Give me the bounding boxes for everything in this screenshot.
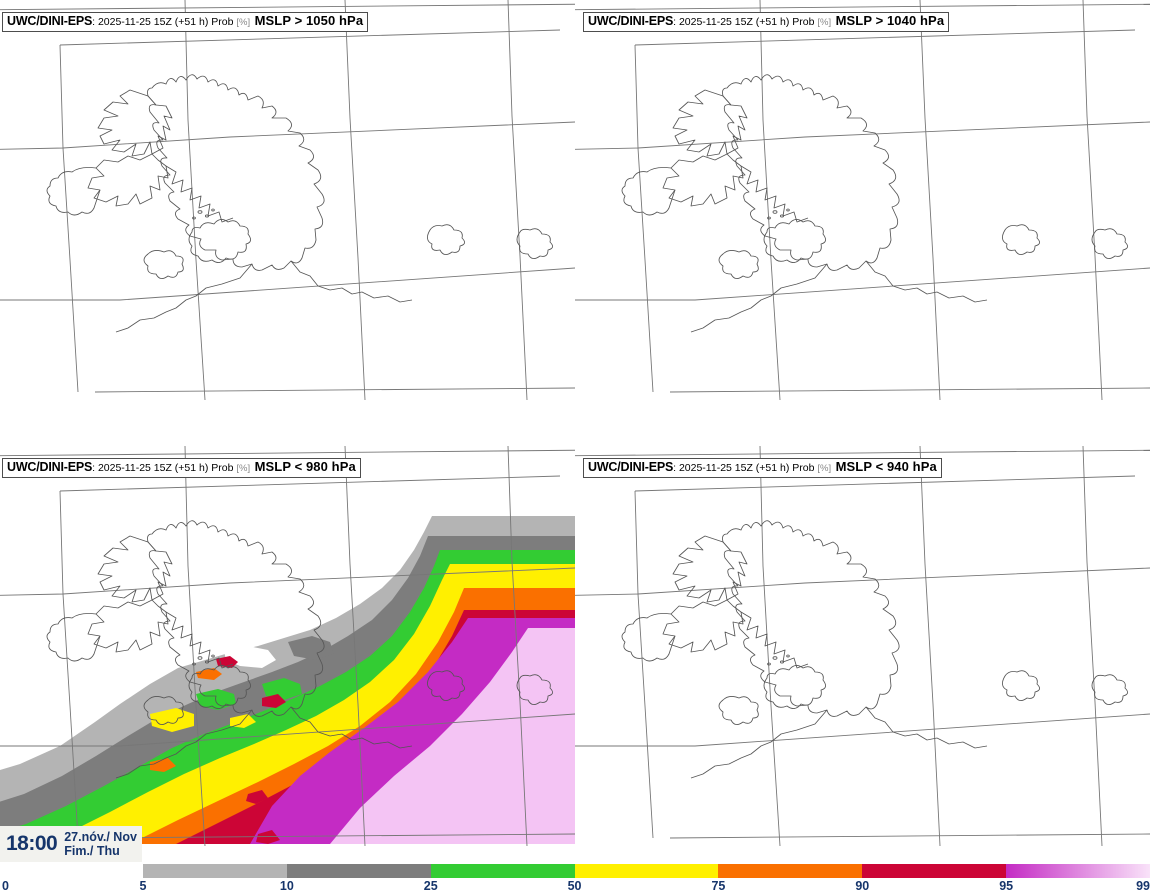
graticule-lines bbox=[0, 446, 575, 847]
panel-title-bottom-left: UWC/DINI-EPS: 2025-11-25 15Z (+51 h) Pro… bbox=[2, 458, 361, 478]
panel-unit: [%] bbox=[817, 17, 832, 28]
colorbar-tick-25: 25 bbox=[423, 879, 438, 893]
panel-model-name: UWC/DINI-EPS bbox=[588, 460, 674, 474]
colorbar-segment-50 bbox=[574, 864, 719, 878]
panel-run-info: : 2025-11-25 15Z (+51 h) Prob bbox=[92, 16, 237, 28]
valid-time-clock: 18:00 bbox=[6, 832, 58, 855]
panel-top-left: UWC/DINI-EPS: 2025-11-25 15Z (+51 h) Pro… bbox=[0, 0, 575, 445]
panel-run-info: : 2025-11-25 15Z (+51 h) Prob bbox=[673, 462, 818, 474]
colorbar-segment-10 bbox=[286, 864, 431, 878]
iceland-coastline bbox=[621, 74, 1128, 333]
panel-top-right: UWC/DINI-EPS: 2025-11-25 15Z (+51 h) Pro… bbox=[575, 0, 1150, 445]
probability-colorbar bbox=[143, 864, 1150, 878]
map-canvas-top-left bbox=[0, 0, 575, 445]
colorbar-segment-25 bbox=[430, 864, 575, 878]
colorbar-tick-95: 95 bbox=[999, 879, 1014, 893]
iceland-coastline bbox=[621, 520, 1128, 779]
iceland-map-bottom-left bbox=[0, 446, 575, 847]
iceland-map-bottom-right bbox=[575, 446, 1150, 847]
valid-date: 27.nóv./ Nov bbox=[64, 830, 137, 844]
colorbar-tick-75: 75 bbox=[711, 879, 726, 893]
panel-title-top-right: UWC/DINI-EPS: 2025-11-25 15Z (+51 h) Pro… bbox=[583, 12, 950, 32]
panel-unit: [%] bbox=[236, 17, 251, 28]
iceland-coastline bbox=[46, 520, 553, 779]
map-canvas-bottom-left bbox=[0, 446, 575, 891]
valid-weekday: Fim./ Thu bbox=[64, 844, 120, 858]
panel-run-info: : 2025-11-25 15Z (+51 h) Prob bbox=[92, 462, 237, 474]
map-canvas-top-right bbox=[575, 0, 1150, 445]
panel-unit: [%] bbox=[817, 463, 832, 474]
iceland-map-top-left bbox=[0, 0, 575, 401]
panel-model-name: UWC/DINI-EPS bbox=[588, 14, 674, 28]
panel-bottom-left: UWC/DINI-EPS: 2025-11-25 15Z (+51 h) Pro… bbox=[0, 446, 575, 891]
colorbar-tick-zero: 0 bbox=[2, 879, 9, 893]
panel-unit: [%] bbox=[236, 463, 251, 474]
panel-bottom-right: UWC/DINI-EPS: 2025-11-25 15Z (+51 h) Pro… bbox=[575, 446, 1150, 891]
valid-date-block: 27.nóv./ Nov Fim./ Thu bbox=[64, 830, 137, 858]
panel-model-name: UWC/DINI-EPS bbox=[7, 460, 93, 474]
colorbar-area: 0 5 10 25 50 75 90 95 99 bbox=[0, 862, 1150, 893]
probability-contour-bands bbox=[0, 516, 575, 844]
colorbar-tick-99: 99 bbox=[1136, 879, 1150, 893]
panel-title-bottom-right: UWC/DINI-EPS: 2025-11-25 15Z (+51 h) Pro… bbox=[583, 458, 942, 478]
graticule-lines bbox=[575, 446, 1150, 847]
valid-time-badge: 18:00 27.nóv./ Nov Fim./ Thu bbox=[0, 826, 142, 862]
panel-title-top-left: UWC/DINI-EPS: 2025-11-25 15Z (+51 h) Pro… bbox=[2, 12, 369, 32]
map-canvas-bottom-right bbox=[575, 446, 1150, 891]
graticule-lines bbox=[575, 0, 1150, 401]
colorbar-segment-90 bbox=[862, 864, 1007, 878]
colorbar-segment-5 bbox=[143, 864, 287, 878]
iceland-coastline bbox=[46, 74, 553, 333]
panel-run-info: : 2025-11-25 15Z (+51 h) Prob bbox=[673, 16, 818, 28]
panel-variable: MSLP > 1050 hPa bbox=[254, 13, 364, 28]
panel-variable: MSLP < 980 hPa bbox=[254, 459, 356, 474]
colorbar-segment-75 bbox=[718, 864, 863, 878]
prob-band-99 bbox=[330, 628, 575, 844]
colorbar-tick-50: 50 bbox=[567, 879, 582, 893]
colorbar-tick-5: 5 bbox=[139, 879, 147, 893]
colorbar-segment-99-gradient bbox=[1006, 864, 1150, 878]
iceland-map-top-right bbox=[575, 0, 1150, 401]
graticule-lines bbox=[0, 0, 575, 401]
colorbar-tick-90: 90 bbox=[855, 879, 870, 893]
panel-variable: MSLP > 1040 hPa bbox=[835, 13, 945, 28]
panel-model-name: UWC/DINI-EPS bbox=[7, 14, 93, 28]
panel-variable: MSLP < 940 hPa bbox=[835, 459, 937, 474]
colorbar-tick-10: 10 bbox=[279, 879, 294, 893]
